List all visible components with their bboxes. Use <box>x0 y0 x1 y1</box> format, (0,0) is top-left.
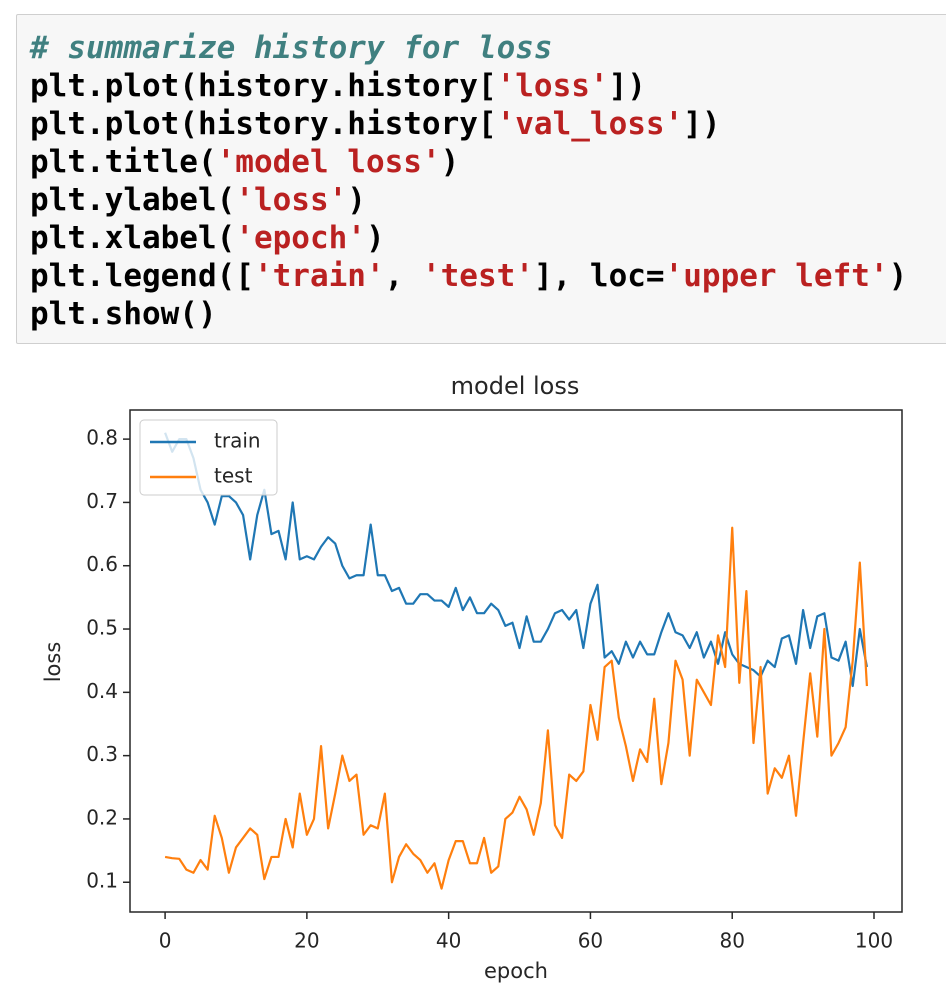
code-token: ) <box>365 220 385 256</box>
code-line: plt.legend(['train', 'test'], loc='upper… <box>30 257 946 295</box>
code-token: ], loc= <box>533 258 665 294</box>
code-line: plt.xlabel('epoch') <box>30 219 946 257</box>
y-axis-label: loss <box>41 642 65 683</box>
code-token: 'upper left' <box>664 258 889 294</box>
code-token: # summarize history for loss <box>30 30 553 66</box>
y-tick-label: 0.2 <box>86 805 118 829</box>
code-token: plt.legend([ <box>30 258 254 294</box>
legend-label: train <box>214 429 261 453</box>
code-token: plt.plot(history.history[ <box>30 106 497 142</box>
code-token: ]) <box>683 106 721 142</box>
y-tick-label: 0.6 <box>86 552 118 576</box>
y-tick-label: 0.1 <box>86 869 118 893</box>
code-token: ) <box>440 144 460 180</box>
x-axis-label: epoch <box>484 959 548 983</box>
x-tick-label: 0 <box>159 929 172 953</box>
code-token: 'loss' <box>496 68 609 104</box>
code-token: plt.plot(history.history[ <box>30 68 497 104</box>
x-tick-label: 100 <box>855 929 893 953</box>
code-line: plt.plot(history.history['loss']) <box>30 67 946 105</box>
code-token: ) <box>347 182 366 218</box>
code-token: plt.title( <box>30 144 217 180</box>
x-tick-label: 20 <box>294 929 319 953</box>
code-token: plt.show() <box>30 296 217 332</box>
code-token: 'epoch' <box>235 220 366 256</box>
code-token: 'loss' <box>235 182 348 218</box>
code-token: 'val_loss' <box>496 106 684 142</box>
code-token: ]) <box>608 68 646 104</box>
y-tick-label: 0.5 <box>86 616 118 640</box>
code-line: plt.show() <box>30 295 946 333</box>
x-tick-label: 40 <box>436 929 461 953</box>
chart-title: model loss <box>451 372 580 400</box>
x-tick-label: 60 <box>578 929 603 953</box>
code-line: plt.title('model loss') <box>30 143 946 181</box>
y-tick-label: 0.3 <box>86 742 118 766</box>
x-tick-label: 80 <box>719 929 744 953</box>
code-cell: # summarize history for loss plt.plot(his… <box>16 14 946 344</box>
code-token: 'model loss' <box>216 144 441 180</box>
code-token: , <box>384 258 422 294</box>
series-line <box>164 526 869 890</box>
code-token: plt.ylabel( <box>30 182 236 218</box>
code-line: # summarize history for loss <box>30 29 946 67</box>
legend-label: test <box>214 464 253 488</box>
code-token: ) <box>888 258 908 294</box>
y-tick-label: 0.7 <box>86 489 118 513</box>
code-line: plt.ylabel('loss') <box>30 181 946 219</box>
code-token: plt.xlabel( <box>30 220 236 256</box>
code-token: 'train' <box>253 258 385 294</box>
code-line: plt.plot(history.history['val_loss']) <box>30 105 946 143</box>
y-tick-label: 0.4 <box>86 679 118 703</box>
y-tick-label: 0.8 <box>86 426 118 450</box>
plot-frame <box>129 409 903 913</box>
code-token: 'test' <box>421 258 534 294</box>
